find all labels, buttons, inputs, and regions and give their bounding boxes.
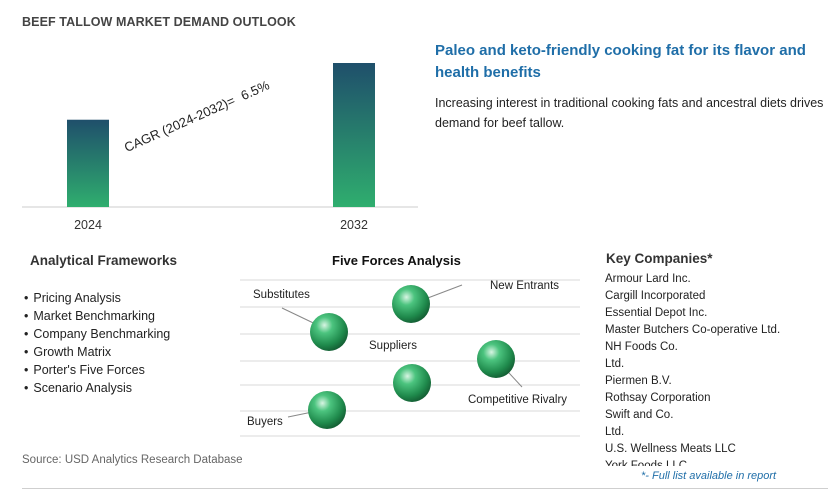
frameworks-title: Analytical Frameworks — [30, 253, 178, 268]
company-item: York Foods LLC — [605, 460, 688, 466]
company-item: Ltd. — [605, 358, 625, 370]
sphere-new-entrants — [392, 285, 430, 323]
company-item: Armour Lard Inc. — [605, 273, 691, 285]
label-new-entrants: New Entrants — [490, 280, 560, 292]
company-item: Ltd. — [605, 426, 625, 438]
full-list-note: *- Full list available in report — [641, 470, 777, 482]
company-item: U.S. Wellness Meats LLC — [605, 443, 736, 455]
label-suppliers: Suppliers — [369, 340, 417, 352]
x-tick-label: 2024 — [74, 218, 102, 232]
key-companies-title: Key Companies* — [606, 251, 713, 266]
framework-item: Scenario Analysis — [24, 379, 170, 397]
source-note: Source: USD Analytics Research Database — [22, 454, 243, 466]
label-competitive-rivalry: Competitive Rivalry — [468, 394, 568, 406]
framework-item: Company Benchmarking — [24, 325, 170, 343]
x-tick-label: 2032 — [340, 218, 368, 232]
frameworks-list: Pricing Analysis Market Benchmarking Com… — [24, 289, 170, 397]
framework-item: Porter's Five Forces — [24, 361, 170, 379]
five-forces-title: Five Forces Analysis — [332, 253, 461, 268]
label-buyers: Buyers — [247, 416, 283, 428]
framework-item: Pricing Analysis — [24, 289, 170, 307]
company-item: Cargill Incorporated — [605, 290, 706, 302]
company-item: Essential Depot Inc. — [605, 307, 708, 319]
company-item: Master Butchers Co-operative Ltd. — [605, 324, 781, 336]
company-item: Swift and Co. — [605, 409, 674, 421]
framework-item: Market Benchmarking — [24, 307, 170, 325]
framework-item: Growth Matrix — [24, 343, 170, 361]
bar-2032 — [333, 63, 375, 207]
bottom-divider — [22, 488, 828, 489]
company-item: Rothsay Corporation — [605, 392, 711, 404]
sphere-suppliers — [393, 364, 431, 402]
sphere-substitutes — [310, 313, 348, 351]
chart-title: BEEF TALLOW MARKET DEMAND OUTLOOK — [22, 15, 296, 29]
key-companies-list: Armour Lard Inc. Cargill Incorporated Es… — [605, 271, 833, 466]
headline-description: Increasing interest in traditional cooki… — [435, 96, 824, 130]
bar-chart: 2024 2032 — [22, 63, 418, 232]
company-item: Piermen B.V. — [605, 375, 672, 387]
bar-2024 — [67, 119, 109, 207]
company-item: NH Foods Co. — [605, 341, 678, 353]
label-substitutes: Substitutes — [253, 289, 310, 301]
five-forces-diagram — [240, 279, 580, 437]
headline: Paleo and keto-friendly cooking fat for … — [435, 42, 806, 81]
sphere-competitive-rivalry — [477, 340, 515, 378]
sphere-buyers — [308, 391, 346, 429]
